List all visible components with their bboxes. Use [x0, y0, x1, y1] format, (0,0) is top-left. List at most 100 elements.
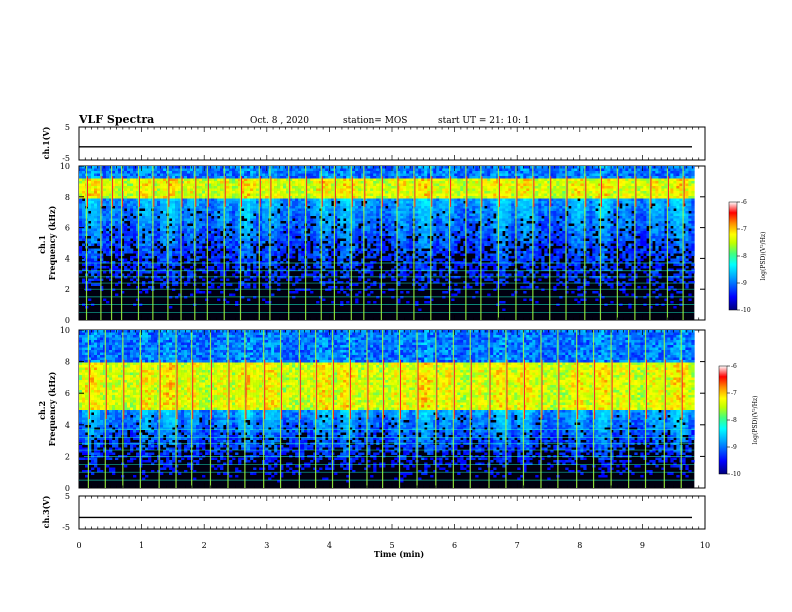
ch1-spectrogram-cell [79, 203, 83, 206]
ch1-spectrogram-cell [208, 206, 212, 209]
ch1-spectrogram-cell [238, 221, 242, 224]
ch1-spectrogram-cell [358, 168, 362, 171]
ch1-spectrogram-cell [364, 248, 368, 251]
ch1-spectrogram-cell [199, 231, 203, 234]
ch1-spectrogram-cell [145, 248, 149, 251]
ch1-spectrogram-cell [172, 228, 176, 231]
ch1-spectrogram-cell [97, 278, 101, 281]
ch1-spectrogram-cell [253, 208, 257, 211]
ch1-spectrogram-cell [418, 258, 422, 261]
ch1-spectrogram-cell [97, 263, 101, 266]
ch1-spectrogram-cell [355, 228, 359, 231]
ch1-spectrogram-cell [403, 226, 407, 229]
ch1-spectrogram-cell [97, 273, 101, 276]
ch1-spectrogram-cell [115, 271, 119, 274]
ch1-spectrogram-cell [322, 243, 326, 246]
ch1-spectrogram-cell [109, 188, 113, 191]
ch1-spectrogram-cell [262, 183, 266, 186]
ch1-spectrogram-cell [310, 218, 314, 221]
ch1-waveform-panel: 5 -5 ch.1(V) [41, 123, 706, 163]
ch1-spectrogram-cell [184, 211, 188, 214]
ch1-spectrogram-cell [175, 193, 179, 196]
ch1-spectrogram-cell [226, 218, 230, 221]
ch1-spectrogram-cell [316, 211, 320, 214]
ch1-spectrogram-cell [118, 241, 122, 244]
ch1-spectrogram-cell [145, 203, 149, 206]
ch1-spectrogram-cell [352, 166, 356, 169]
ch1-spectrogram-cell [175, 226, 179, 229]
ch1-spectrogram-cell [94, 248, 98, 251]
ch1-spectrogram-cell [127, 186, 131, 189]
ch1-spectrogram-cell [370, 233, 374, 236]
ch1-spectrogram-cell [202, 228, 206, 231]
ch1-spectrogram-cell [283, 206, 287, 209]
ch1-spectrogram-cell [181, 226, 185, 229]
ch1-spectrogram-cell [346, 186, 350, 189]
ch1-spectrogram-cell [196, 173, 200, 176]
ch1-spectrogram-cell [205, 196, 209, 199]
ch1-spectrogram-cell [187, 168, 191, 171]
ch1-spectrogram-cell [394, 256, 398, 259]
ch1-spectrogram-cell [205, 201, 209, 204]
ch1-spectrogram-cell [292, 203, 296, 206]
ch1-spectrogram-cell [256, 191, 260, 194]
ch1-spectrogram-cell [397, 201, 401, 204]
ch1-spectrogram-cell [226, 183, 230, 186]
ch1-spectrogram-cell [253, 206, 257, 209]
ch1-spectrogram-cell [235, 228, 239, 231]
ch1-spectrogram-cell [220, 188, 224, 191]
ch1-spectrogram-cell [235, 171, 239, 174]
ch1-spectrogram-cell [427, 231, 431, 234]
ch1-spectrogram-cell [421, 176, 425, 179]
ch1-spectrogram-cell [91, 193, 95, 196]
ch1-spectrogram-cell [133, 243, 137, 246]
ch1-spectrogram-cell [283, 211, 287, 214]
ch1-spectrogram-cell [346, 243, 350, 246]
ch1-spectrogram-cell [382, 248, 386, 251]
ch1-spectrogram-cell [190, 266, 194, 269]
ch1-spectrogram-cell [289, 191, 293, 194]
ch1-spectrogram-cell [358, 176, 362, 179]
ch1-spectrogram-cell [424, 171, 428, 174]
ch1-spectrogram-cell [235, 186, 239, 189]
ch1-spectrogram-cell [262, 256, 266, 259]
ch1-spectrogram-cell [433, 281, 437, 284]
ch1-spectrogram-cell [124, 166, 128, 169]
ch1-spectrogram-cell [154, 198, 158, 201]
ch1-spectrogram-cell [271, 201, 275, 204]
ch1-spectrogram-cell [247, 273, 251, 276]
ch1-spectrogram-cell [202, 213, 206, 216]
ch1-spectrogram-cell [424, 233, 428, 236]
ch1-spectrogram-cell [415, 173, 419, 176]
ch1-spectrogram-cell [451, 173, 455, 176]
ch1-spectrogram-cell [139, 193, 143, 196]
ch1-spectrogram-cell [361, 176, 365, 179]
ch1-spectrogram-cell [259, 266, 263, 269]
ch1-spectrogram-cell [205, 266, 209, 269]
ch1-spectrogram-cell [310, 173, 314, 176]
ch1-spectrogram-cell [202, 171, 206, 174]
ch1-spectrogram-cell [316, 206, 320, 209]
ch1-spectrogram-cell [115, 256, 119, 259]
ch1-spectrogram-cell [433, 181, 437, 184]
ch1-spectrogram-cell [121, 236, 125, 239]
ch1-spectrogram-cell [214, 236, 218, 239]
ch1-spectrogram-cell [160, 171, 164, 174]
ch1-spectrogram-cell [208, 171, 212, 174]
ch1-spectrogram-cell [103, 248, 107, 251]
ch1-spectrogram-cell [361, 248, 365, 251]
ch1-spectrogram-cell [415, 233, 419, 236]
ch1-spectrogram-cell [241, 243, 245, 246]
ch1-spectrogram-cell [169, 221, 173, 224]
ch1-spectrogram-cell [238, 201, 242, 204]
ch1-spectrogram-cell [115, 188, 119, 191]
ch1-spectrogram-cell [421, 186, 425, 189]
ch1-spectrogram-cell [232, 253, 236, 256]
ch1-spectrogram-cell [385, 198, 389, 201]
ch1-spectrogram-cell [94, 193, 98, 196]
ch1-spectrogram-cell [289, 226, 293, 229]
ch1-spectrogram-cell [310, 203, 314, 206]
ch1-spectrogram-cell [346, 241, 350, 244]
ch1-spectrogram-cell [415, 208, 419, 211]
ch1-spectrogram-cell [214, 231, 218, 234]
